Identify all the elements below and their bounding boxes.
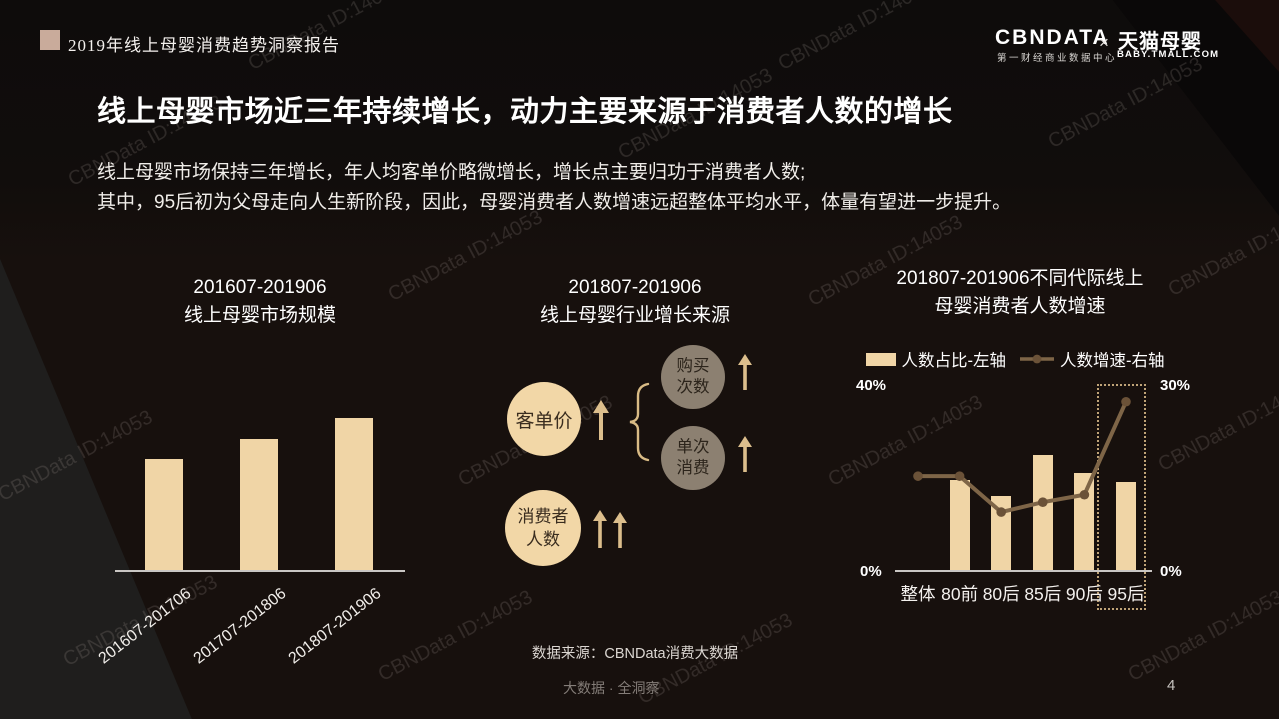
bubble-price-label: 客单价 — [515, 410, 573, 432]
bubble-consumers-label-2: 人数 — [526, 530, 560, 549]
page-number: 4 — [1167, 677, 1176, 694]
bubble-consumers-label-1: 消费者 — [517, 507, 569, 526]
legend-item-bar: 人数占比-左轴 — [865, 347, 1007, 371]
body-line-2: 其中，95后初为父母走向人生新阶段，因此，母婴消费者人数增速远超整体平均水平，体… — [97, 192, 1012, 213]
legend-item-line: 人数增速-右轴 — [1020, 347, 1165, 371]
bar-swatch-icon — [865, 352, 896, 366]
right-axis-zero-label: 0% — [1160, 563, 1182, 580]
middle-title: 201807-201906 线上母婴行业增长来源 — [470, 274, 800, 330]
line-data-point — [913, 471, 923, 481]
right-chart-x-label: 90后 — [1065, 584, 1103, 604]
market-size-chart: 201607-201906 线上母婴市场规模 201607-201706 2017… — [96, 270, 420, 690]
right-chart-title-line2: 母婴消费者人数增速 — [934, 296, 1106, 317]
bubble-spend-label-1: 单次 — [676, 438, 710, 456]
market-size-bar — [240, 439, 278, 570]
middle-title-line2: 线上母婴行业增长来源 — [539, 305, 730, 326]
generation-growth-chart: 201807-201906不同代际线上 母婴消费者人数增速 人数占比-左轴 人数… — [850, 255, 1195, 625]
line-swatch-icon — [1020, 354, 1054, 364]
right-chart-title: 201807-201906不同代际线上 母婴消费者人数增速 — [850, 265, 1190, 321]
right-axis-max-label: 30% — [1160, 377, 1191, 394]
left-axis-max-label: 40% — [856, 377, 887, 394]
bubble-frequency-label-2: 次数 — [676, 378, 710, 396]
data-source-note: 数据来源：CBNData消费大数据 — [531, 646, 739, 662]
right-chart-x-label: 整体 — [900, 584, 936, 604]
left-chart-title: 201607-201906 线上母婴市场规模 — [100, 274, 420, 330]
up-arrow-icon — [613, 512, 627, 548]
brace-icon — [629, 382, 650, 462]
bubble-frequency-label-1: 购买 — [676, 357, 710, 375]
share-bar — [1032, 455, 1053, 571]
up-arrow-icon — [593, 400, 609, 440]
report-title: 2019年线上母婴消费趋势洞察报告 — [68, 36, 340, 55]
right-chart-x-label: 80前 — [941, 584, 979, 604]
up-arrow-icon — [738, 436, 752, 472]
right-chart-x-label: 95后 — [1107, 584, 1145, 604]
right-chart-title-line1: 201807-201906不同代际线上 — [896, 268, 1144, 289]
legend-line-label: 人数增速-右轴 — [1060, 352, 1165, 370]
header-accent-square — [40, 30, 60, 50]
share-bar — [1116, 482, 1136, 571]
legend: 人数占比-左轴 人数增速-右轴 — [850, 347, 1180, 371]
share-bar — [1074, 472, 1095, 571]
right-chart-x-label: 80后 — [982, 584, 1020, 604]
legend-bar-label: 人数占比-左轴 — [901, 352, 1007, 370]
logo-separator-x: × — [1099, 33, 1109, 52]
body-line-1: 线上母婴市场保持三年增长，年人均客单价略微增长，增长点主要归功于消费者人数; — [97, 162, 806, 183]
left-chart-x-axis — [115, 570, 405, 572]
tmall-baby-logo-subtitle: BABY.TMALL.COM — [1117, 49, 1220, 60]
share-bar — [949, 479, 970, 571]
watermark-text: CBNData ID:14053 — [774, 0, 937, 75]
up-arrow-icon — [738, 354, 752, 390]
middle-title-line1: 201807-201906 — [568, 277, 702, 298]
bubble-spend-per-purchase: 单次 消费 — [661, 426, 725, 490]
left-chart-title-line2: 线上母婴市场规模 — [183, 305, 336, 326]
bubble-consumer-count: 消费者 人数 — [505, 490, 581, 566]
growth-source-diagram: 201807-201906 线上母婴行业增长来源 客单价 购买 次数 单次 消费… — [470, 270, 800, 670]
bubble-purchase-frequency: 购买 次数 — [661, 345, 725, 409]
market-size-bar — [145, 459, 183, 570]
left-chart-title-line1: 201607-201906 — [193, 277, 327, 298]
body-text: 线上母婴市场保持三年增长，年人均客单价略微增长，增长点主要归功于消费者人数; 其… — [97, 158, 1207, 218]
cbndata-logo-subtitle: 第一财经商业数据中心 — [997, 53, 1118, 64]
page-title: 线上母婴市场近三年持续增长，动力主要来源于消费者人数的增长 — [97, 96, 953, 128]
right-chart-x-axis — [895, 570, 1152, 572]
share-bar — [991, 496, 1012, 571]
bubble-spend-label-2: 消费 — [676, 459, 710, 477]
market-size-bar — [335, 418, 373, 570]
right-chart-x-label: 85后 — [1024, 584, 1062, 604]
left-axis-zero-label: 0% — [860, 563, 882, 580]
up-arrow-icon — [593, 510, 607, 548]
tmall-baby-logo: 天猫母婴 — [1118, 31, 1202, 53]
bubble-price-per-customer: 客单价 — [507, 382, 581, 456]
footer-slogan: 大数据 · 全洞察 — [563, 680, 660, 696]
cbndata-logo: CBNDATA — [995, 26, 1110, 49]
